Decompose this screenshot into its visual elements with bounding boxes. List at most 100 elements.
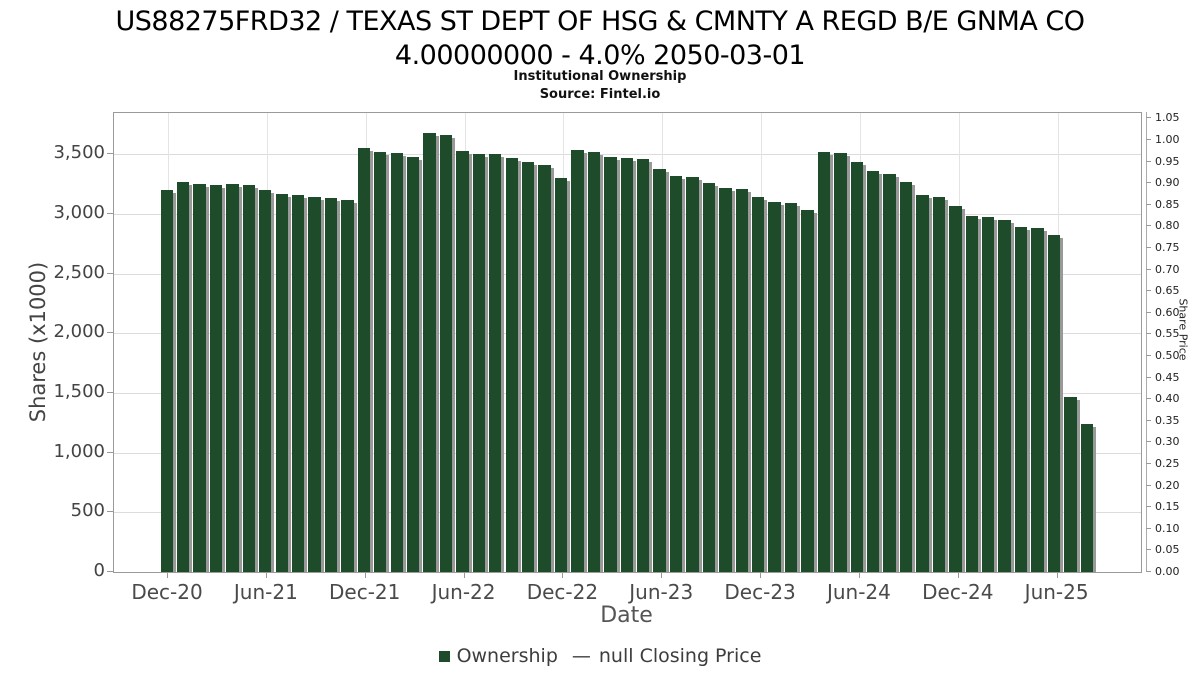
x-axis-tick-label: Dec-23 [724, 580, 796, 604]
ownership-bar [456, 150, 469, 572]
ownership-bar [965, 215, 978, 572]
x-axis-tick-mark [957, 572, 959, 578]
ownership-legend-label: Ownership [456, 645, 558, 667]
ownership-bar [719, 187, 732, 572]
x-axis-tick-mark [760, 572, 762, 578]
right-axis-line [1146, 112, 1147, 572]
ownership-bar [949, 206, 962, 572]
y-axis-tick-label: 3,000 [53, 201, 105, 223]
y-axis-tick-mark [107, 571, 113, 572]
y-axis-tick-label: 3,500 [53, 142, 105, 164]
share-price-tick-label: 0.90 [1155, 176, 1180, 190]
ownership-bar [390, 152, 403, 572]
y-axis-tick-mark [107, 153, 113, 155]
share-price-tick-mark [1146, 139, 1151, 140]
y-axis-tick-mark [107, 332, 113, 334]
ownership-bar [932, 197, 946, 572]
ownership-bar [341, 200, 354, 572]
x-axis-title: Date [600, 603, 653, 628]
ownership-bar [193, 183, 206, 572]
share-price-tick-label: 1.00 [1155, 133, 1180, 146]
share-price-tick-mark [1146, 527, 1151, 529]
ownership-bar [374, 152, 387, 572]
ownership-bar [209, 184, 223, 572]
share-price-tick-mark [1146, 290, 1151, 292]
share-price-tick-label: 0.60 [1155, 305, 1180, 319]
ownership-bar [538, 164, 551, 572]
ownership-bar [291, 195, 305, 572]
chart-subtitle: Institutional Ownership [513, 69, 687, 84]
ownership-bar [357, 148, 371, 572]
x-axis-tick-label: Jun-22 [431, 580, 496, 604]
share-price-tick-label: 0.45 [1155, 370, 1180, 384]
ownership-bar [636, 158, 650, 572]
x-axis-tick-label: Dec-24 [922, 580, 994, 604]
share-price-tick-mark [1146, 117, 1151, 119]
ownership-bar [324, 198, 338, 572]
ownership-bar [275, 193, 288, 572]
x-axis-tick-mark [167, 572, 168, 578]
share-price-tick-label: 0.05 [1155, 543, 1180, 557]
share-price-tick-mark [1146, 419, 1151, 421]
ownership-bar [751, 196, 765, 572]
ownership-bar [1014, 226, 1028, 572]
y-axis-tick-mark [107, 451, 113, 453]
ownership-legend-swatch-icon [438, 650, 450, 662]
share-price-tick-mark [1146, 484, 1151, 486]
y-axis-tick-label: 0 [93, 560, 105, 581]
share-price-tick-mark [1146, 506, 1151, 508]
ownership-bar [1064, 397, 1077, 572]
ownership-bar [604, 156, 617, 572]
ownership-bar [242, 184, 256, 572]
x-axis-tick-label: Dec-21 [329, 580, 401, 604]
ownership-bar [784, 203, 798, 572]
x-axis-tick-mark [661, 572, 663, 578]
ownership-bar [669, 175, 683, 572]
share-price-tick-mark [1146, 268, 1151, 270]
ownership-bar [439, 135, 453, 572]
ownership-bar [817, 151, 831, 572]
chart-legend: Ownership — null Closing Price [0, 645, 1200, 667]
h-gridline [114, 154, 1141, 156]
chart-title-line-1: US88275FRD32 / TEXAS ST DEPT OF HSG & CM… [115, 6, 1085, 37]
share-price-tick-label: 0.00 [1155, 565, 1180, 578]
x-axis-tick-mark [1056, 572, 1058, 578]
ownership-bar [998, 220, 1011, 572]
ownership-bar [571, 149, 584, 572]
share-price-tick-label: 1.05 [1155, 111, 1180, 125]
ownership-bar [489, 154, 502, 572]
share-price-tick-label: 0.30 [1155, 435, 1180, 449]
ownership-bar [423, 133, 436, 572]
share-price-tick-label: 0.15 [1155, 500, 1180, 514]
share-price-tick-label: 0.85 [1155, 197, 1180, 211]
x-axis-tick-label: Jun-24 [826, 580, 891, 604]
ownership-bar [735, 188, 748, 572]
share-price-tick-mark [1146, 203, 1151, 205]
ownership-bar [308, 196, 321, 572]
x-axis-tick-label: Jun-23 [629, 580, 694, 604]
share-price-tick-label: 0.35 [1155, 413, 1180, 427]
ownership-bar [1047, 235, 1061, 572]
share-price-tick-mark [1146, 549, 1151, 551]
plot-area [113, 112, 1142, 573]
share-price-tick-label: 0.55 [1155, 327, 1180, 341]
ownership-bar [620, 157, 633, 572]
x-axis-tick-mark [562, 572, 564, 578]
y-axis-tick-mark [107, 212, 113, 214]
share-price-tick-mark [1146, 463, 1151, 464]
ownership-bar [406, 156, 420, 572]
share-price-tick-mark [1146, 355, 1151, 356]
ownership-bar [505, 157, 518, 572]
ownership-bar [883, 174, 896, 572]
x-axis-tick-label: Dec-20 [131, 580, 203, 604]
ownership-bar [686, 176, 699, 572]
y-axis-tick-mark [107, 272, 113, 274]
x-axis-tick-mark [364, 572, 366, 578]
ownership-bar [768, 201, 781, 572]
ownership-bar [259, 189, 272, 572]
ownership-bar [554, 177, 568, 572]
ownership-bar [866, 171, 880, 572]
share-price-tick-mark [1146, 571, 1151, 572]
ownership-bar [587, 151, 601, 572]
